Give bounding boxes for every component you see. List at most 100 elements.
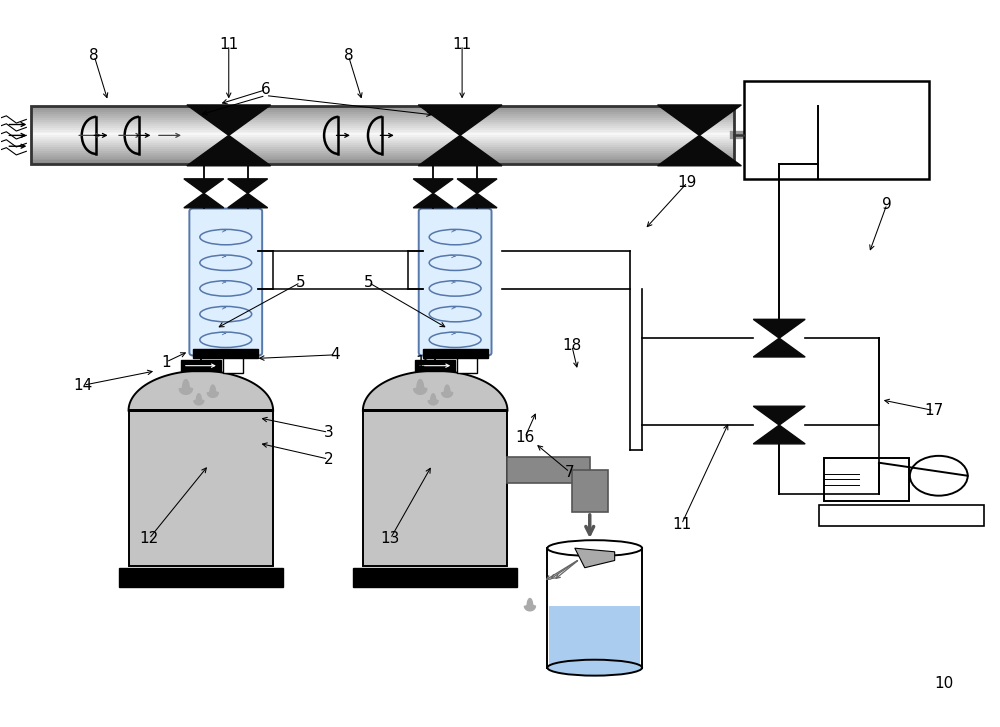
Bar [31, 153, 734, 155]
FancyBboxPatch shape [419, 209, 492, 356]
Text: 6: 6 [261, 82, 271, 97]
Text: 8: 8 [344, 48, 353, 63]
Bar [31, 108, 734, 111]
Text: 4: 4 [331, 348, 340, 362]
Text: 17: 17 [924, 403, 943, 418]
Bar [31, 118, 734, 120]
Bar [31, 137, 734, 140]
Polygon shape [179, 379, 192, 394]
Bar [423, 349, 488, 358]
Text: 7: 7 [565, 465, 575, 480]
Bar [31, 143, 734, 145]
Bar [31, 128, 734, 129]
Text: 8: 8 [89, 48, 99, 63]
Bar [223, 358, 243, 373]
Polygon shape [413, 179, 453, 193]
Polygon shape [363, 371, 507, 411]
Bar [507, 457, 590, 483]
Bar [193, 349, 258, 358]
Bar [31, 129, 734, 132]
Ellipse shape [910, 456, 968, 496]
Bar [31, 158, 734, 161]
Polygon shape [753, 406, 805, 425]
Text: 9: 9 [882, 197, 892, 212]
Bar [119, 569, 283, 587]
Bar [31, 120, 734, 122]
Bar [181, 360, 221, 371]
Bar [415, 360, 455, 371]
Polygon shape [575, 548, 615, 568]
Bar [31, 147, 734, 149]
Bar [572, 470, 608, 512]
Text: 11: 11 [452, 37, 472, 52]
Bar [31, 112, 734, 114]
Bar [31, 122, 734, 124]
Bar [31, 156, 734, 158]
Bar [31, 140, 734, 141]
Polygon shape [228, 179, 268, 193]
Text: 18: 18 [562, 338, 581, 353]
Bar [457, 358, 477, 373]
Bar [31, 132, 734, 134]
Polygon shape [658, 105, 741, 135]
Text: 11: 11 [672, 517, 691, 531]
Text: 2: 2 [324, 451, 333, 467]
Polygon shape [442, 385, 453, 398]
Polygon shape [184, 193, 224, 208]
Polygon shape [753, 425, 805, 444]
Polygon shape [228, 193, 268, 208]
Polygon shape [207, 385, 218, 398]
Bar [31, 134, 734, 135]
Bar [31, 114, 734, 116]
Bar [31, 161, 734, 162]
Polygon shape [129, 371, 273, 411]
Bar [363, 411, 507, 566]
Bar [31, 126, 734, 128]
Text: 5: 5 [296, 275, 305, 290]
Bar [819, 505, 984, 526]
Ellipse shape [547, 659, 642, 675]
Text: 1: 1 [161, 355, 171, 369]
Polygon shape [753, 338, 805, 357]
Text: 14: 14 [74, 378, 93, 393]
Text: 12: 12 [139, 531, 159, 546]
Bar [31, 150, 734, 153]
Text: 19: 19 [678, 175, 697, 190]
Text: 3: 3 [324, 425, 333, 440]
Bar [31, 106, 734, 164]
Polygon shape [658, 135, 741, 166]
Bar [547, 548, 642, 667]
Polygon shape [457, 179, 497, 193]
Text: 11: 11 [219, 37, 238, 52]
Bar [31, 106, 734, 108]
Bar [31, 141, 734, 143]
Polygon shape [524, 598, 535, 611]
Polygon shape [753, 319, 805, 338]
Text: 13: 13 [381, 531, 400, 546]
Bar [824, 458, 909, 501]
Bar [353, 569, 517, 587]
Text: 1: 1 [415, 355, 425, 369]
Polygon shape [194, 394, 204, 405]
Text: 16: 16 [515, 430, 535, 445]
Bar [31, 135, 734, 137]
Bar [31, 111, 734, 112]
Text: 10: 10 [934, 676, 953, 691]
Bar [31, 124, 734, 126]
Bar [31, 162, 734, 164]
Polygon shape [418, 135, 502, 166]
Polygon shape [457, 193, 497, 208]
FancyBboxPatch shape [189, 209, 262, 356]
Bar [129, 411, 273, 566]
Polygon shape [418, 105, 502, 135]
Ellipse shape [547, 540, 642, 556]
Text: 5: 5 [364, 275, 373, 290]
Polygon shape [187, 135, 271, 166]
Polygon shape [184, 179, 224, 193]
Polygon shape [413, 193, 453, 208]
Polygon shape [414, 379, 427, 394]
Bar [31, 149, 734, 150]
Bar [31, 145, 734, 147]
Polygon shape [428, 394, 438, 405]
Polygon shape [187, 105, 271, 135]
